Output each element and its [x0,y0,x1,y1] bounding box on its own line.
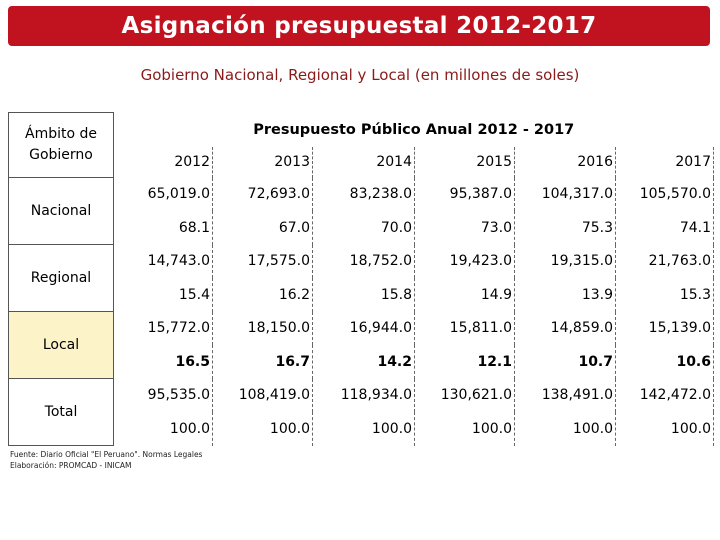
amount-cell: 19,315.0 [514,244,616,278]
row-label-nacional: Nacional [8,177,114,245]
percent-cell: 16.7 [212,345,313,379]
amount-cell: 65,019.0 [113,177,213,211]
year-header: 2015 [414,147,515,178]
year-header: 2017 [615,147,714,178]
amount-cell: 18,752.0 [312,244,415,278]
percent-cell: 13.9 [514,278,616,312]
percent-cell: 100.0 [113,412,213,446]
source-note: Fuente: Diario Oficial "El Peruano". Nor… [10,450,203,459]
percent-cell: 75.3 [514,211,616,245]
percent-cell: 100.0 [514,412,616,446]
table-row: 15.4 16.2 15.8 14.9 13.9 15.3 [9,278,714,312]
percent-cell: 15.4 [113,278,213,312]
amount-cell: 72,693.0 [212,177,313,211]
year-header: 2013 [212,147,313,178]
percent-cell: 100.0 [414,412,515,446]
amount-cell: 138,491.0 [514,378,616,412]
table-row: Local 15,772.0 18,150.0 16,944.0 15,811.… [8,311,714,379]
row-label-local: Local [8,311,114,379]
year-header: 2012 [113,147,213,178]
amount-cell: 15,139.0 [615,311,714,345]
percent-cell: 100.0 [212,412,313,446]
amount-cell: 142,472.0 [615,378,714,412]
amount-cell: 118,934.0 [312,378,415,412]
amount-cell: 95,535.0 [113,378,213,412]
amount-cell: 83,238.0 [312,177,415,211]
percent-cell: 73.0 [414,211,515,245]
amount-cell: 14,743.0 [113,244,213,278]
amount-cell: 108,419.0 [212,378,313,412]
percent-cell: 15.8 [312,278,415,312]
amount-cell: 104,317.0 [514,177,616,211]
percent-cell: 14.9 [414,278,515,312]
amount-cell: 130,621.0 [414,378,515,412]
year-header: 2016 [514,147,616,178]
prepared-by-note: Elaboración: PROMCAD - INICAM [10,461,132,470]
table-row: 100.0 100.0 100.0 100.0 100.0 100.0 [9,412,714,446]
title-banner: Asignación presupuestal 2012-2017 [8,6,710,46]
percent-cell: 100.0 [615,412,714,446]
amount-cell: 19,423.0 [414,244,515,278]
table-row: Nacional 65,019.0 72,693.0 83,238.0 95,3… [8,177,714,245]
percent-cell: 67.0 [212,211,313,245]
amount-cell: 14,859.0 [514,311,616,345]
year-header-row: 2012 2013 2014 2015 2016 2017 [9,147,714,178]
table-row: Total 95,535.0 108,419.0 118,934.0 130,6… [8,378,714,446]
percent-cell: 70.0 [312,211,415,245]
amount-cell: 105,570.0 [615,177,714,211]
row-label-regional: Regional [8,244,114,312]
table-row: 16.5 16.7 14.2 12.1 10.7 10.6 [9,345,714,379]
row-label-total: Total [8,378,114,446]
percent-cell: 100.0 [312,412,415,446]
page-subtitle: Gobierno Nacional, Regional y Local (en … [140,66,580,84]
amount-cell: 15,811.0 [414,311,515,345]
page-title: Asignación presupuestal 2012-2017 [121,13,597,39]
table-row: 68.1 67.0 70.0 73.0 75.3 74.1 [9,211,714,245]
group-header: Presupuesto Público Anual 2012 - 2017 [253,121,575,138]
amount-cell: 15,772.0 [113,311,213,345]
percent-cell: 16.2 [212,278,313,312]
percent-cell: 12.1 [414,345,515,379]
amount-cell: 21,763.0 [615,244,714,278]
budget-table: Ámbito de Gobierno Presupuesto Público A… [8,112,714,446]
percent-cell: 15.3 [615,278,714,312]
amount-cell: 17,575.0 [212,244,313,278]
percent-cell: 10.6 [615,345,714,379]
table-row: Regional 14,743.0 17,575.0 18,752.0 19,4… [8,244,714,312]
ambito-header: Ámbito de Gobierno [8,112,114,178]
percent-cell: 10.7 [514,345,616,379]
percent-cell: 68.1 [113,211,213,245]
footnote: Fuente: Diario Oficial "El Peruano". Nor… [10,449,202,471]
percent-cell: 14.2 [312,345,415,379]
amount-cell: 18,150.0 [212,311,313,345]
amount-cell: 16,944.0 [312,311,415,345]
percent-cell: 74.1 [615,211,714,245]
amount-cell: 95,387.0 [414,177,515,211]
percent-cell: 16.5 [113,345,213,379]
year-header: 2014 [312,147,415,178]
